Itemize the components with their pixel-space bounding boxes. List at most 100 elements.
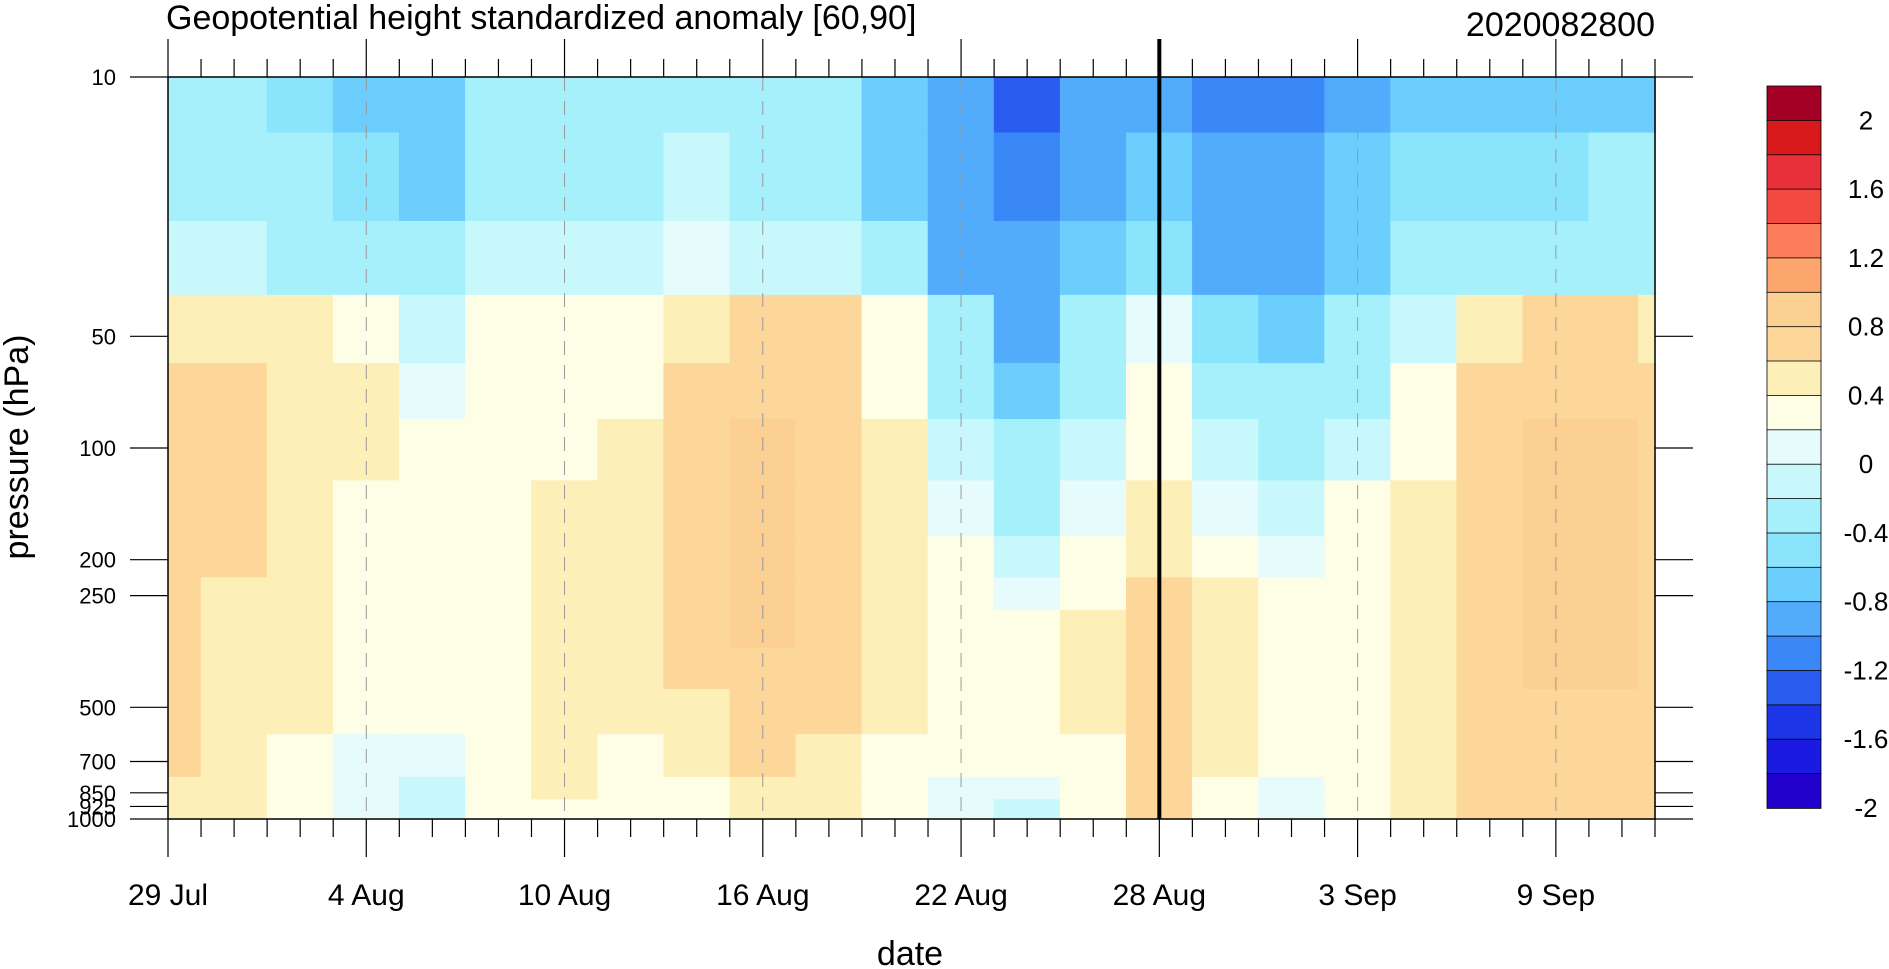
field-cell	[1456, 776, 1524, 801]
field-cell	[1638, 776, 1656, 801]
field-cell	[266, 221, 335, 297]
field-cell	[1456, 132, 1524, 223]
field-cell	[861, 734, 929, 779]
field-cell	[597, 647, 665, 691]
y-tick-label: 850	[79, 781, 116, 806]
field-cell	[1638, 577, 1656, 612]
y-tick-label: 50	[92, 324, 116, 349]
field-cell	[1456, 647, 1524, 691]
field-cell	[597, 418, 665, 482]
colorbar-swatch	[1766, 704, 1822, 741]
field-cell	[1258, 294, 1326, 365]
field-cell	[663, 688, 731, 736]
colorbar-swatch	[1766, 394, 1822, 431]
field-cell	[1390, 776, 1458, 801]
field-cell	[1258, 536, 1326, 579]
field-cell	[167, 577, 202, 612]
field-cell	[993, 221, 1062, 297]
field-cell	[861, 418, 929, 482]
field-cell	[465, 776, 533, 801]
field-cell	[1456, 734, 1524, 779]
field-cell	[993, 647, 1062, 691]
field-cell	[200, 577, 268, 612]
field-cell	[663, 294, 731, 365]
colorbar-swatch	[1766, 532, 1822, 569]
field-cell	[266, 294, 335, 365]
field-cell	[1258, 776, 1326, 801]
field-cell	[1456, 76, 1524, 134]
field-cell	[1192, 799, 1260, 814]
field-cell	[1258, 688, 1326, 736]
field-cell	[861, 221, 929, 297]
field-cell	[1258, 609, 1326, 650]
field-cell	[465, 577, 533, 612]
field-cell	[1059, 647, 1128, 691]
field-cell	[1059, 76, 1128, 134]
field-cell	[597, 688, 665, 736]
field-cell	[795, 734, 863, 779]
field-cell	[861, 776, 929, 801]
field-cell	[795, 647, 863, 691]
field-cell	[1192, 776, 1260, 801]
field-cell	[266, 418, 335, 482]
field-cell	[167, 647, 202, 691]
field-cell	[465, 799, 533, 814]
colorbar-swatch	[1766, 360, 1822, 397]
field-cell	[663, 609, 731, 650]
field-cell	[167, 799, 202, 814]
field-cell	[266, 688, 335, 736]
field-cell	[1059, 536, 1128, 579]
field-cell	[861, 132, 929, 223]
field-cell	[1638, 294, 1656, 365]
field-cell	[1390, 76, 1458, 134]
y-tick-label: 200	[79, 548, 116, 573]
colorbar-swatch	[1766, 635, 1822, 672]
field-cell	[266, 577, 335, 612]
field-cell	[1638, 536, 1656, 579]
field-cell	[266, 776, 335, 801]
colorbar-swatch	[1766, 773, 1822, 809]
field-cell	[200, 799, 268, 814]
field-cell	[597, 76, 665, 134]
field-cell	[597, 577, 665, 612]
field-cell	[1258, 418, 1326, 482]
colorbar-swatch	[1766, 463, 1822, 500]
field-cell	[861, 480, 929, 538]
field-cell	[1456, 221, 1524, 297]
field-cell	[1192, 221, 1260, 297]
field-cell	[663, 776, 731, 801]
field-cell	[861, 363, 929, 421]
field-cell	[597, 480, 665, 538]
anomaly-field	[167, 76, 1656, 820]
field-cell	[861, 647, 929, 691]
field-cell	[795, 577, 863, 612]
field-cell	[1588, 799, 1640, 814]
field-cell	[1059, 221, 1128, 297]
field-cell	[266, 536, 335, 579]
x-tick-label: 10 Aug	[518, 879, 611, 912]
field-cell	[398, 294, 467, 365]
field-cell	[200, 418, 268, 482]
field-cell	[1390, 688, 1458, 736]
field-cell	[1390, 363, 1458, 421]
date-axis: 29 Jul 4 Aug 10 Aug 16 Aug 22 Aug 28 Aug 3 Sep…	[128, 39, 1656, 912]
field-cell	[1390, 799, 1458, 814]
field-cell	[663, 799, 731, 814]
field-cell	[1258, 132, 1326, 223]
field-cell	[663, 577, 731, 612]
field-cell	[1638, 132, 1656, 223]
colorbar-label: 0.4	[1848, 380, 1884, 410]
field-cell	[1258, 799, 1326, 814]
field-cell	[465, 294, 533, 365]
field-cell	[1390, 609, 1458, 650]
colorbar-label: 0	[1859, 449, 1873, 479]
field-cell	[266, 734, 335, 779]
field-cell	[167, 132, 202, 223]
field-cell	[663, 221, 731, 297]
field-cell	[200, 734, 268, 779]
field-cell	[1588, 734, 1640, 779]
field-cell	[465, 609, 533, 650]
field-cell	[993, 688, 1062, 736]
field-cell	[795, 776, 863, 801]
